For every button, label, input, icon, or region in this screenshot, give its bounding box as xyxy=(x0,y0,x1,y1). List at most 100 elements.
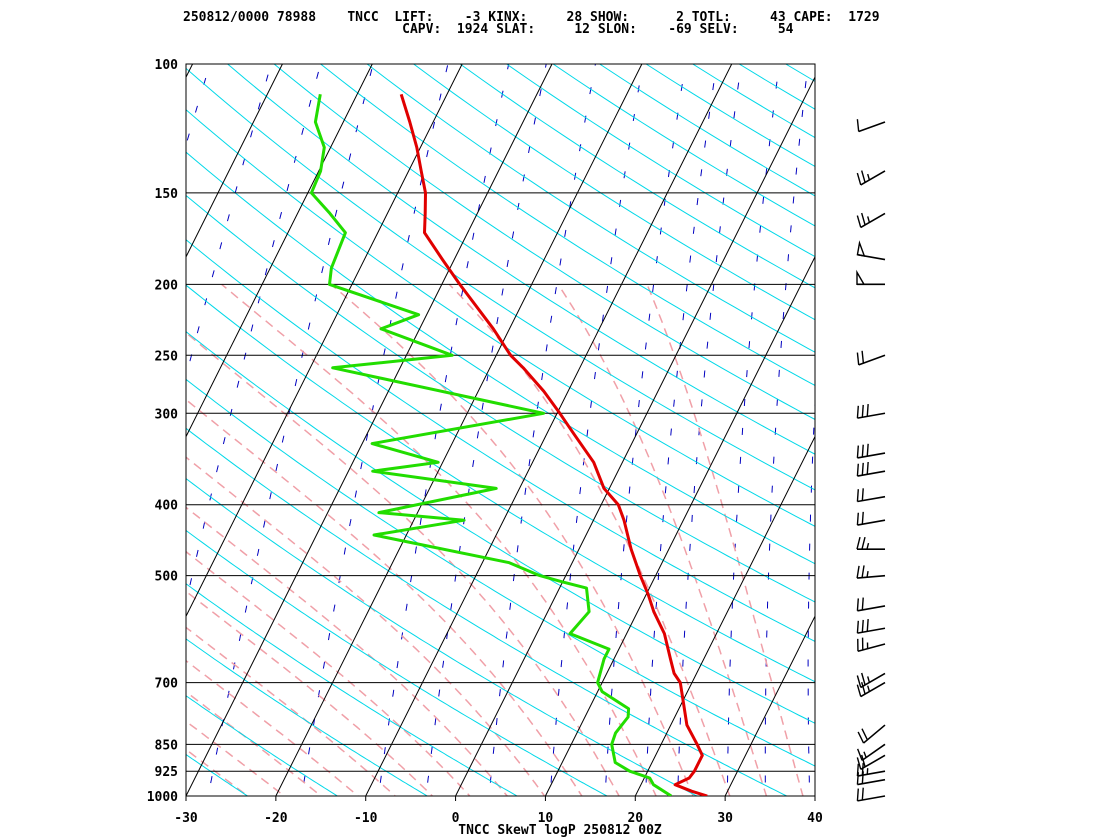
pressure-axis-labels: 100 150 200 250 300 400 500 700 850 925 1000 xyxy=(147,58,178,805)
wind-barb-full xyxy=(861,170,866,183)
moist-adiabat xyxy=(557,283,768,796)
wind-barb-staff xyxy=(857,495,886,503)
wind-barb-staff xyxy=(857,412,886,419)
dry-adiabat xyxy=(186,151,815,565)
wind-barb-full xyxy=(856,215,862,228)
wind-barb-full xyxy=(857,731,865,744)
wind-barb-staff xyxy=(857,574,886,579)
wind-barbs xyxy=(856,119,886,802)
dry-adiabat xyxy=(552,64,815,227)
moist-adiabat xyxy=(221,283,657,796)
wind-barb-staff xyxy=(857,452,886,459)
dry-adiabat xyxy=(186,284,815,683)
isotherm xyxy=(186,64,373,438)
moist-adiabat xyxy=(186,626,397,796)
wind-barb-full xyxy=(856,598,859,611)
pressure-tick-label: 700 xyxy=(155,677,179,692)
isotherm xyxy=(0,64,103,796)
wind-barb-full xyxy=(866,461,869,475)
mixing-ratio-line xyxy=(0,64,126,812)
dry-adiabat xyxy=(186,427,788,796)
wind-barb-half xyxy=(867,676,871,683)
dry-adiabat xyxy=(186,753,249,796)
isotherm xyxy=(365,64,733,796)
moist-adiabat xyxy=(186,398,583,796)
temperature-tick-label: 20 xyxy=(627,811,643,826)
wind-barb-full xyxy=(861,444,864,458)
mixing-ratio-line xyxy=(377,64,510,796)
wind-barb xyxy=(856,488,886,503)
moist-adiabat xyxy=(186,590,434,796)
isotherm xyxy=(186,64,463,618)
wind-barb xyxy=(856,350,886,366)
moist-adiabat xyxy=(186,550,471,796)
wind-barb xyxy=(856,743,886,762)
wind-barb-pennant xyxy=(856,269,866,286)
mixing-ratio-line xyxy=(726,64,780,796)
dry-adiabat xyxy=(319,64,815,387)
wind-barb-full xyxy=(856,489,859,502)
dry-adiabat xyxy=(738,64,815,110)
moist-adiabat xyxy=(330,283,694,796)
wind-barb xyxy=(856,240,886,261)
wind-barb-full xyxy=(861,511,864,525)
dry-adiabat xyxy=(186,583,519,796)
wind-barb-staff xyxy=(860,212,886,229)
wind-barb-full xyxy=(861,404,864,418)
pressure-tick-label: 200 xyxy=(155,278,179,293)
wind-barb-staff xyxy=(860,170,886,186)
wind-barb xyxy=(856,461,886,477)
wind-barb xyxy=(856,597,886,612)
wind-barb-full xyxy=(856,172,862,186)
wind-barb-staff xyxy=(857,470,886,477)
wind-barb-staff xyxy=(860,754,886,771)
mixing-ratio-line xyxy=(677,64,742,796)
wind-barb xyxy=(856,771,886,786)
wind-barb-full xyxy=(861,212,866,226)
isotherm xyxy=(186,64,283,258)
wind-barb-full xyxy=(856,757,862,770)
wind-barb-full xyxy=(866,443,869,457)
dry-adiabat xyxy=(186,331,815,724)
moist-adiabat xyxy=(186,720,286,796)
mixing-ratio-line xyxy=(807,395,815,796)
wind-barb-full xyxy=(861,787,864,801)
dry-adiabat xyxy=(186,109,815,527)
isobars xyxy=(186,63,815,797)
pressure-tick-label: 250 xyxy=(155,349,179,364)
wind-barb-staff xyxy=(857,770,886,777)
wind-barb-full xyxy=(856,565,860,579)
isotherms xyxy=(0,64,815,796)
sounding-profiles xyxy=(309,93,708,796)
dry-adiabat xyxy=(598,64,815,197)
wind-barb-full xyxy=(861,728,869,741)
dry-adiabat xyxy=(784,64,815,82)
dry-adiabat xyxy=(186,477,698,796)
dry-adiabat xyxy=(0,48,89,812)
dry-adiabat xyxy=(226,64,815,455)
wind-barb-full xyxy=(856,463,859,477)
pressure-tick-label: 150 xyxy=(155,187,179,202)
wind-barb-half xyxy=(867,216,871,223)
moist-adiabat xyxy=(448,283,731,796)
wind-barb-full xyxy=(856,445,859,458)
temperature-tick-label: -20 xyxy=(264,811,288,826)
wind-barb-half xyxy=(866,542,870,550)
temperature-tick-label: 40 xyxy=(807,811,823,826)
wind-barb-full xyxy=(861,462,864,476)
header-line-1: 250812/0000 78988 TNCC LIFT: -3 KINX: 28… xyxy=(183,10,880,25)
wind-barb-full xyxy=(861,619,864,633)
dry-adiabat xyxy=(0,48,180,812)
isotherm xyxy=(0,64,13,796)
isotherm xyxy=(455,76,815,796)
dry-adiabat xyxy=(645,64,815,168)
wind-barb xyxy=(856,511,886,526)
wind-barb xyxy=(856,565,886,579)
dry-adiabat xyxy=(505,64,815,258)
wind-barb xyxy=(856,119,886,133)
wind-barb-full xyxy=(861,672,866,686)
wind-barb-pennant xyxy=(856,240,866,257)
dry-adiabat xyxy=(366,64,815,353)
mixing-ratio-line xyxy=(186,64,322,605)
dry-adiabat xyxy=(186,67,815,491)
